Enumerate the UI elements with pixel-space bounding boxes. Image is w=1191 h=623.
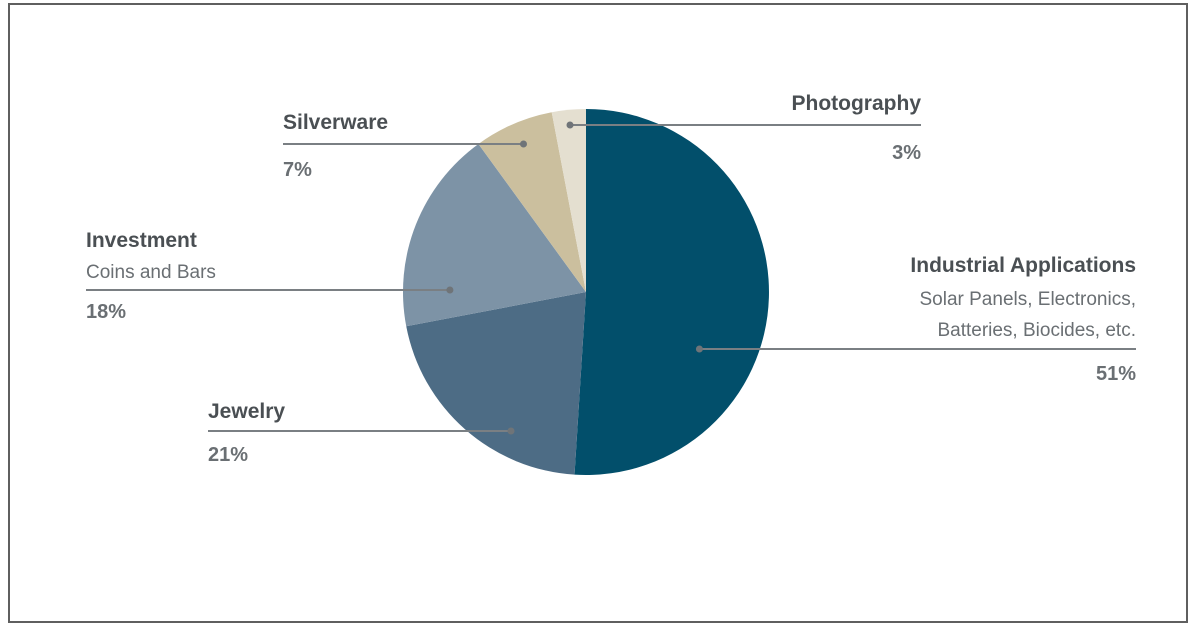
label-jewelry: Jewelry 21% [208,400,285,466]
leader-lines [86,121,1136,435]
label-investment: Investment Coins and Bars 18% [86,229,216,323]
pie-slice-investment [402,143,586,327]
pie-slice-silverware [478,112,586,293]
slice-subtitle-label: Coins and Bars [86,262,216,283]
slice-name-label: Investment [86,229,197,252]
slice-subtitle-label: Batteries, Biocides, etc. [937,320,1136,341]
slice-name-label: Jewelry [208,400,285,423]
leader-dot-industrial-applications [695,345,703,353]
slice-name-label: Photography [792,92,922,115]
pie-chart: Industrial Applications Solar Panels, El… [86,92,1136,475]
leader-dot-silverware [520,140,527,148]
slice-percent-label: 18% [86,301,126,323]
leader-dot-investment [446,286,454,294]
pie-slice-jewelry [406,292,586,475]
slice-name-label: Silverware [283,111,388,134]
leader-dot-photography [566,121,574,129]
slice-percent-label: 7% [283,159,312,181]
slice-percent-label: 21% [208,444,248,466]
slice-percent-label: 51% [1096,363,1136,385]
label-silverware: Silverware 7% [283,111,388,181]
pie-slice-industrial-applications [574,109,769,475]
slice-percent-label: 3% [892,142,921,164]
label-industrial-applications: Industrial Applications Solar Panels, El… [910,254,1136,385]
slice-name-label: Industrial Applications [910,254,1136,277]
leader-dot-jewelry [507,427,515,435]
label-photography: Photography 3% [792,92,922,164]
pie-slice-photography [551,109,586,292]
slice-subtitle-label: Solar Panels, Electronics, [920,289,1137,310]
pie-slices [402,109,769,475]
